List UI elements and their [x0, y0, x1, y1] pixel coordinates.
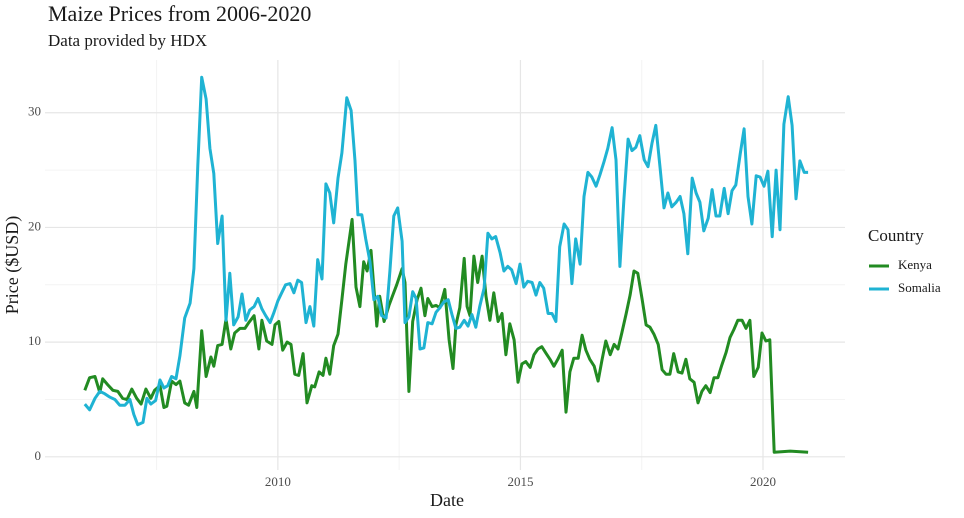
chart-title: Maize Prices from 2006-2020 — [48, 1, 311, 26]
y-tick-label: 0 — [35, 448, 42, 463]
legend: Country Kenya Somalia — [868, 226, 941, 295]
series-line — [83, 217, 809, 454]
y-tick-label: 20 — [28, 218, 41, 233]
legend-label: Somalia — [898, 280, 941, 295]
legend-title: Country — [868, 226, 924, 245]
x-tick-label: 2010 — [265, 474, 291, 489]
y-tick-label: 30 — [28, 104, 41, 119]
series-line — [83, 75, 809, 427]
x-tick-label: 2020 — [750, 474, 776, 489]
y-tick-label: 10 — [28, 333, 41, 348]
y-axis-label: Price ($USD) — [2, 216, 23, 314]
x-axis-label: Date — [430, 490, 464, 510]
chart-subtitle: Data provided by HDX — [48, 31, 207, 50]
x-tick-label: 2015 — [507, 474, 533, 489]
grid — [45, 60, 845, 470]
legend-label: Kenya — [898, 257, 932, 272]
plot-lines — [83, 75, 809, 454]
